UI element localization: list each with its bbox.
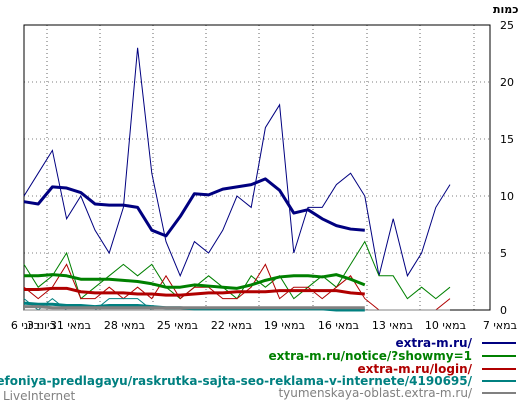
series-average-line [24,273,366,290]
legend-label[interactable]: extra-m.ru/login/ [357,362,472,376]
footer-brand-label: LiveInternet [3,389,75,403]
legend-label[interactable]: extra-m.ru/notice/?showmy=1 [269,349,473,363]
legend-label[interactable]: extra-m.ru/ [395,336,472,350]
series-average-line [24,286,365,297]
x-tick-label: 19 במאי [264,319,305,332]
y-axis-title: כמות [493,3,518,16]
y-tick-label: 15 [500,133,514,146]
x-tick-label: 16 במאי [318,319,359,332]
x-tick-label: 6 ביוני [11,319,40,332]
x-tick-label: 25 במאי [157,319,198,332]
series-average-lines [23,177,366,312]
y-tick-label: 5 [500,247,507,260]
footer-brand: LiveInternet [3,389,75,403]
x-tick-label: 22 במאי [211,319,252,332]
y-tick-labels: 0 5 10 15 20 25 [500,19,514,317]
x-tick-label: 31 במאי [50,319,91,332]
plot-area [23,24,491,311]
legend-label[interactable]: extra-m.ru/uslugi/kompyutery-i-telefoniy… [0,374,473,388]
y-tick-label: 10 [500,190,514,203]
legend: extra-m.ru/extra-m.ru/notice/?showmy=1ex… [0,336,516,400]
y-tick-label: 20 [500,76,514,89]
x-tick-label: 10 במאי [425,319,466,332]
series-average-line [23,177,365,238]
y-tick-label: 0 [500,304,507,317]
x-tick-label: 13 במאי [372,319,413,332]
y-tick-label: 25 [500,19,514,32]
x-tick-label: 3 ביוני [27,319,56,332]
x-tick-label: 28 במאי [104,319,145,332]
grid-lines [24,25,490,310]
series-average-line [24,305,365,310]
x-tick-labels: 7 במאי 10 במאי 13 במאי 16 במאי 19 במאי 22 במא… [11,319,517,332]
legend-label[interactable]: tyumenskaya-oblast.extra-m.ru/ [278,386,472,400]
series-daily-line [23,240,451,300]
series-daily-lines [23,47,451,311]
x-tick-label: 7 במאי [483,319,517,332]
